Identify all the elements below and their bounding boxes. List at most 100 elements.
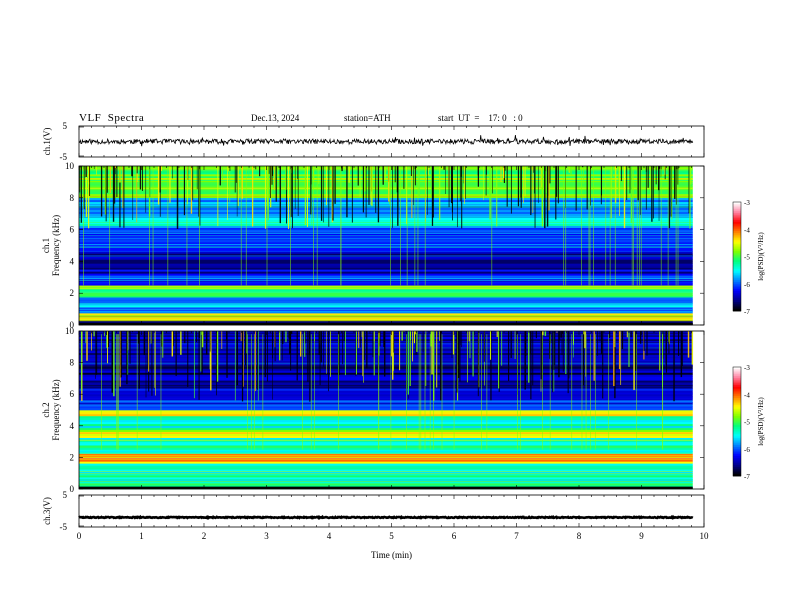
sferic-streak: [242, 331, 244, 387]
sferic-streak: [618, 166, 620, 194]
ch2-spectrogram-ylabel: Frequency (kHz): [51, 379, 61, 440]
sferic-streak: [80, 331, 82, 391]
spectrogram-row: [79, 237, 693, 240]
sferic-streak: [597, 331, 598, 356]
sferic-streak: [129, 331, 131, 364]
colorbar-swatch: [733, 202, 741, 205]
spectrogram-line: [79, 169, 693, 170]
sferic-streak: [157, 166, 159, 171]
sferic-streak: [646, 331, 648, 356]
spectrogram-line: [79, 347, 693, 349]
colorbar-swatch: [733, 466, 741, 470]
sferic-streak: [626, 166, 628, 201]
spectrogram-line: [79, 457, 693, 458]
sferic-streak: [362, 166, 364, 213]
station-label: station=ATH: [344, 113, 391, 123]
sferic-streak: [139, 166, 142, 190]
colorbar-swatch: [733, 425, 741, 428]
spectrogram-row: [79, 197, 693, 201]
sferic-streak: [418, 334, 420, 450]
spectrogram-row: [79, 366, 693, 369]
sferic-streak: [557, 166, 559, 204]
sferic-streak: [406, 169, 408, 286]
sferic-streak: [199, 169, 200, 286]
spectrogram-row: [79, 295, 693, 298]
colorbar-swatch: [733, 231, 741, 234]
sferic-streak: [412, 166, 414, 206]
colorbar-swatch: [733, 456, 741, 459]
sferic-streak: [620, 331, 622, 385]
sferic-streak: [590, 334, 591, 450]
sferic-streak: [540, 166, 542, 188]
sferic-streak: [477, 166, 479, 176]
colorbar-swatch: [733, 289, 741, 292]
sferic-streak: [565, 331, 567, 375]
spectrogram-row: [79, 293, 693, 296]
spectrogram-line: [79, 255, 693, 257]
sferic-streak: [377, 331, 379, 383]
ch3-waveform-frame: [78, 494, 705, 528]
spectrogram-row: [79, 477, 693, 480]
colorbar-tick-label: -7: [744, 473, 750, 481]
sferic-streak: [169, 166, 171, 203]
spectrogram-row: [79, 199, 693, 203]
sferic-streak: [433, 334, 435, 450]
low-freq-band: [79, 322, 693, 325]
sferic-streak: [159, 166, 161, 193]
sferic-streak: [425, 331, 427, 386]
sferic-streak: [424, 169, 426, 286]
colorbar-swatch: [733, 461, 741, 464]
sferic-streak: [637, 166, 639, 201]
colorbar-swatch: [733, 452, 741, 455]
spectrogram-row: [79, 463, 693, 466]
colorbar-swatch: [733, 245, 741, 248]
sferic-streak: [432, 166, 434, 218]
sferic-streak: [620, 166, 622, 182]
sferic-streak: [198, 331, 200, 400]
sferic-streak: [274, 331, 276, 362]
sferic-streak: [555, 166, 558, 197]
sferic-streak: [234, 331, 236, 401]
sferic-streak: [294, 166, 296, 209]
spectrogram-row: [79, 404, 693, 407]
sferic-streak: [565, 169, 567, 286]
spectrogram-row: [79, 483, 693, 486]
spectrogram-line: [79, 342, 693, 344]
sferic-streak: [227, 166, 229, 172]
sferic-streak: [554, 331, 556, 366]
sferic-streak: [341, 166, 343, 172]
sferic-streak: [417, 169, 419, 286]
spectrogram-row: [79, 358, 693, 361]
spectrogram-line: [79, 311, 693, 312]
sferic-streak: [116, 166, 118, 198]
sferic-streak: [81, 331, 83, 401]
colorbar-swatch: [733, 454, 741, 457]
sferic-streak: [289, 331, 291, 345]
sferic-streak: [190, 166, 193, 214]
sferic-streak: [93, 331, 95, 337]
sferic-streak: [392, 331, 394, 380]
sferic-streak: [593, 169, 594, 286]
sferic-streak: [105, 331, 107, 335]
sferic-streak: [537, 166, 539, 204]
sferic-streak: [371, 166, 373, 207]
spectrogram-row: [79, 433, 693, 436]
sferic-streak: [198, 166, 200, 217]
sferic-streak: [510, 166, 512, 214]
spectrogram-row: [79, 285, 693, 288]
y-tick-label: 8: [70, 193, 75, 203]
sferic-streak: [123, 166, 125, 228]
sferic-streak: [609, 169, 611, 286]
sferic-streak: [254, 331, 256, 392]
spectrogram-line: [79, 402, 693, 404]
spectrogram-row: [79, 419, 693, 423]
sferic-streak: [478, 331, 480, 388]
spectrogram-row: [79, 281, 693, 284]
sferic-streak: [631, 169, 633, 286]
sferic-streak: [120, 331, 122, 378]
sferic-streak: [390, 334, 392, 450]
sferic-streak: [355, 331, 357, 375]
sferic-streak: [457, 331, 459, 401]
colorbar-swatch: [733, 396, 741, 399]
spectrogram-line: [79, 477, 693, 479]
